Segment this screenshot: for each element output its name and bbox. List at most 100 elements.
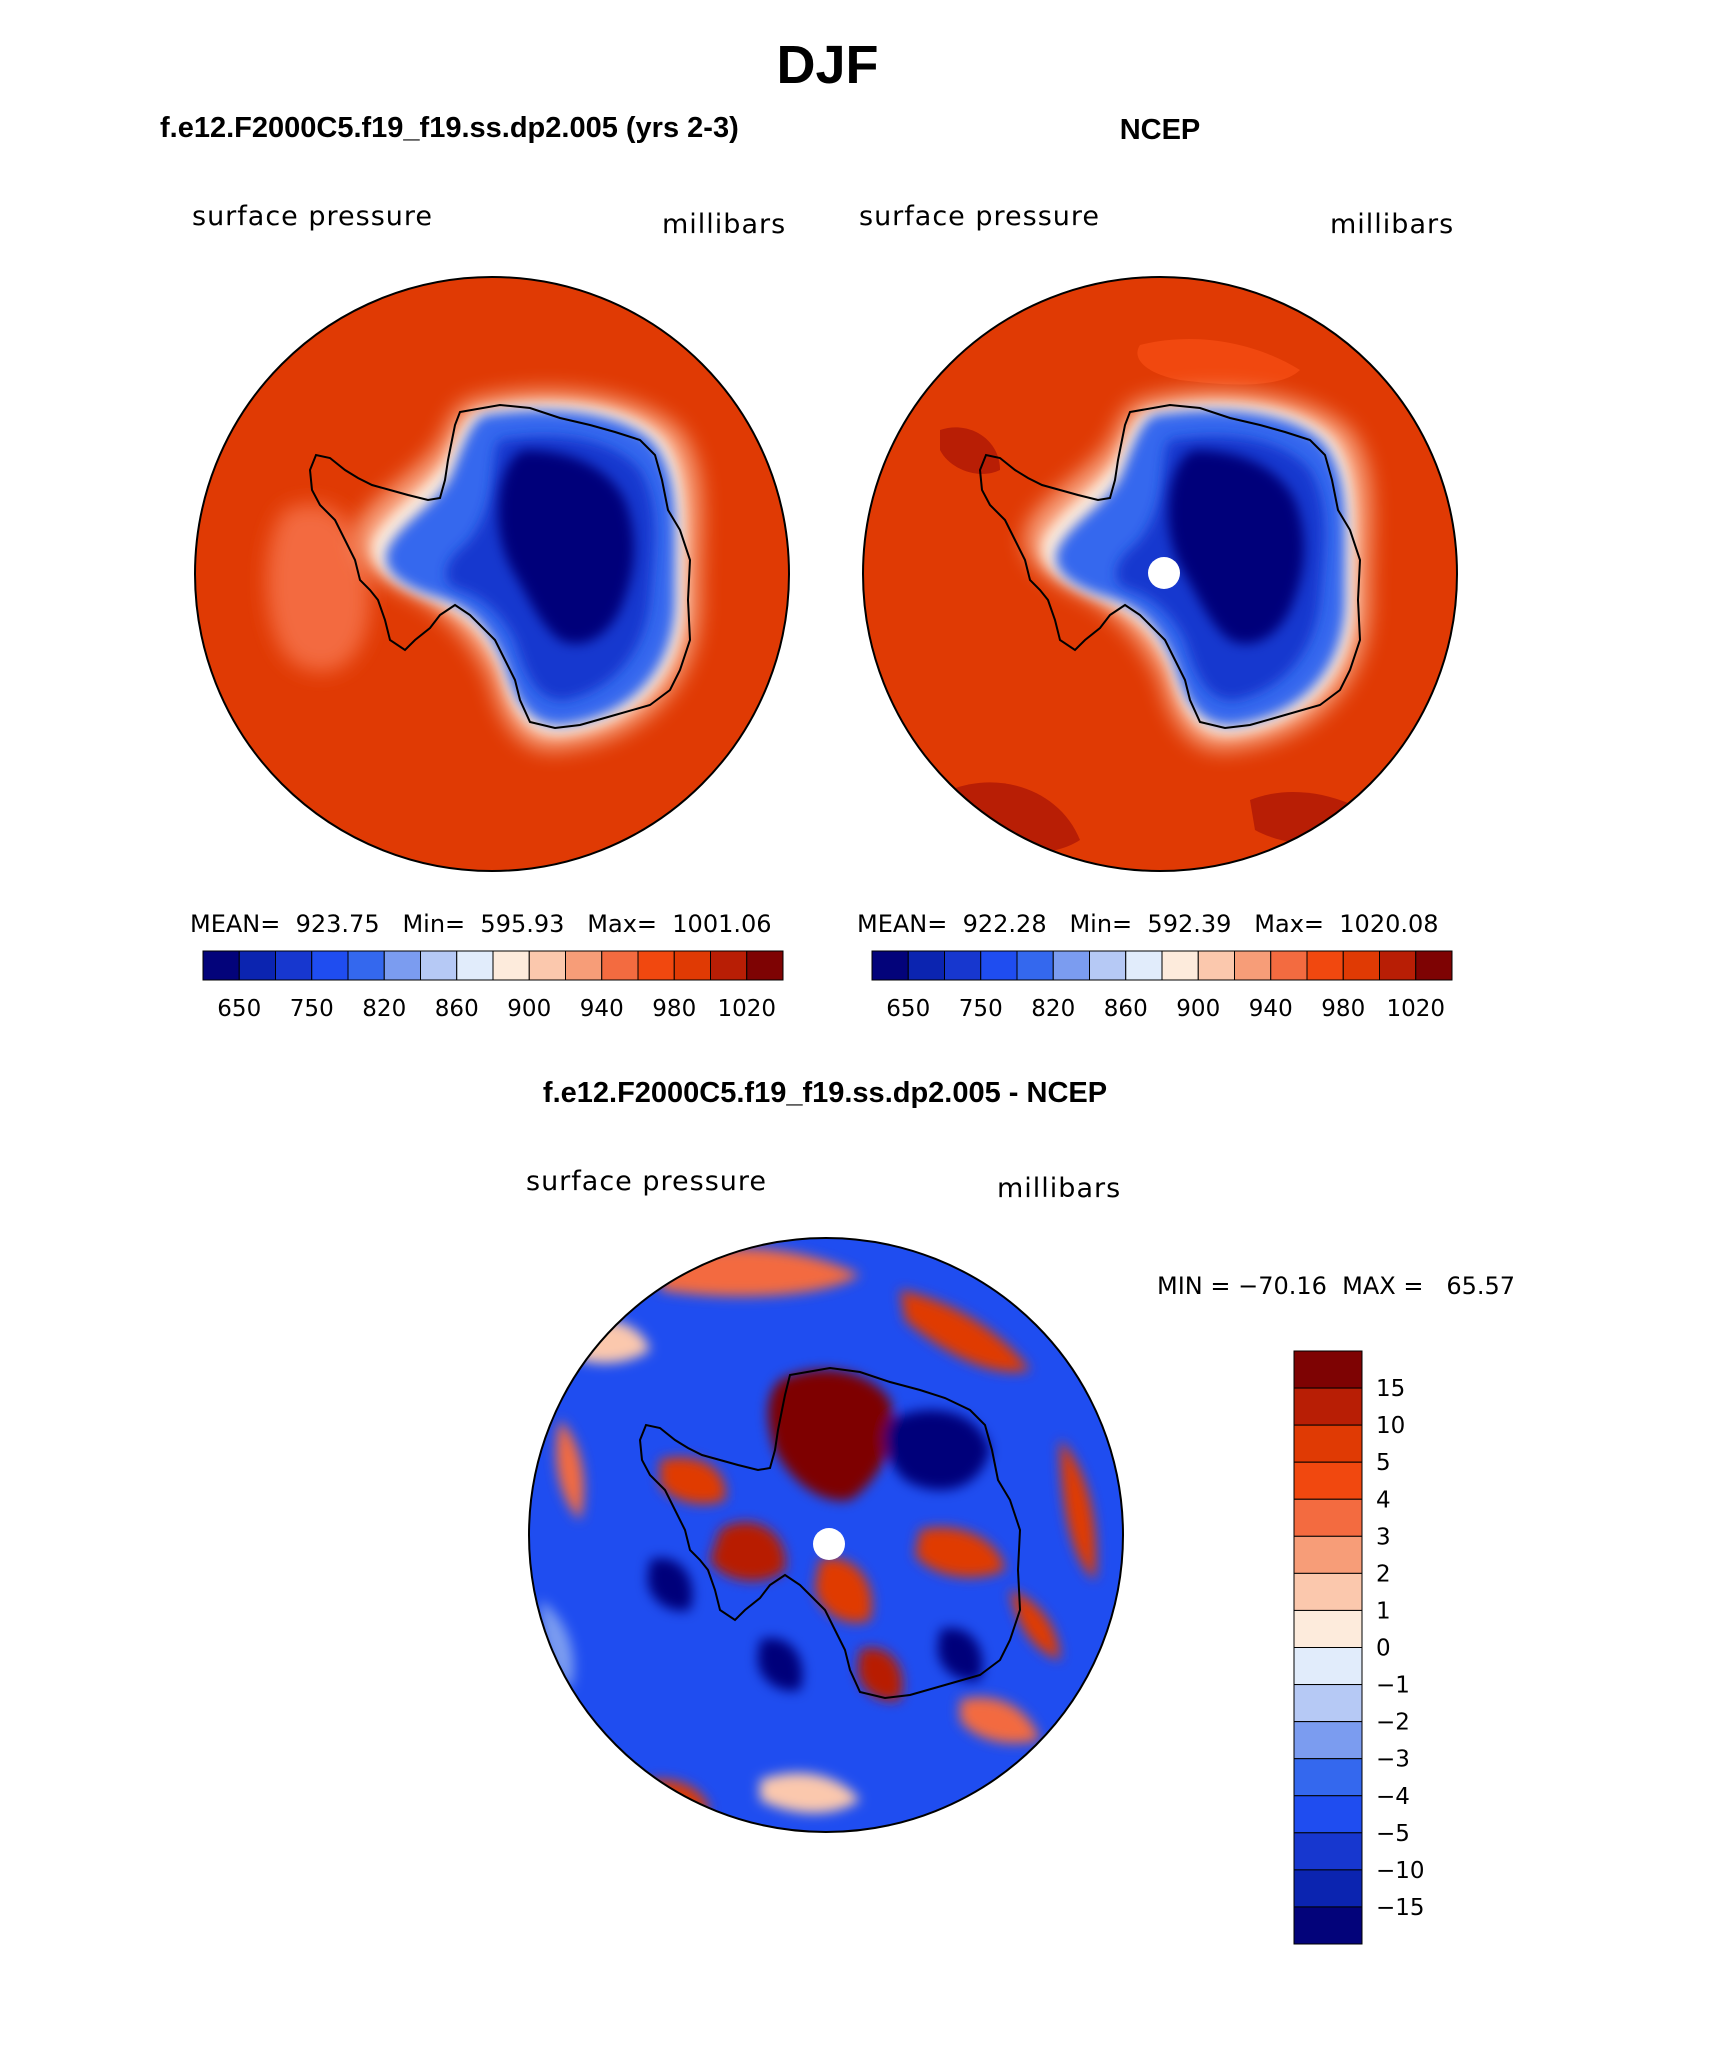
panel-2-colorbar-swatch	[871, 950, 909, 981]
panel-1-colorbar-swatch	[202, 950, 240, 981]
panel-2-ocean-patch-upper	[1137, 339, 1300, 385]
panel-1-colorbar-swatch	[238, 950, 276, 981]
panel-2-map	[863, 277, 1457, 871]
panel-1-colorbar-swatch	[565, 950, 603, 981]
panel-3-colorbar-swatch	[1293, 1684, 1363, 1723]
panel-3-colorbar-swatch	[1293, 1906, 1363, 1945]
panel-2-colorbar-tick-label: 980	[1321, 996, 1365, 1022]
panel-3-colorbar-swatch	[1293, 1647, 1363, 1686]
panel-2-colorbar: 650 750 820 860 900 940 980 1020	[871, 950, 1453, 1022]
panel-2-colorbar-tick-label: 820	[1031, 996, 1075, 1022]
panel-1-colorbar-swatch	[637, 950, 675, 981]
panel-1-units-label: millibars	[662, 209, 787, 240]
panel-2-colorbar-tick-label: 860	[1104, 996, 1148, 1022]
page-title: DJF	[776, 35, 879, 95]
panel-1-colorbar-tick-label: 650	[217, 996, 261, 1022]
panel-2-colorbar-swatch	[1016, 950, 1054, 981]
panel-2-ice-sheet-core	[1168, 450, 1305, 644]
panel-1-colorbar-tick-label: 860	[435, 996, 479, 1022]
panel-3-colorbar-swatch	[1293, 1572, 1363, 1611]
panel-3-colorbar-tick-label: 5	[1376, 1450, 1391, 1476]
panel-3-colorbar-swatch	[1293, 1869, 1363, 1908]
panel-2-colorbar-tick-label: 650	[886, 996, 930, 1022]
panel-2-colorbar-swatch	[1125, 950, 1163, 981]
panel-2-pole-mask	[1148, 557, 1180, 589]
panel-2-units-label: millibars	[1330, 209, 1455, 240]
panel-2-colorbar-swatch	[1052, 950, 1090, 981]
panel-3-colorbar-tick-label: −15	[1376, 1895, 1425, 1921]
panel-2-colorbar-swatch	[1379, 950, 1417, 981]
panel-3-colorbar-tick-label: 1	[1376, 1598, 1391, 1624]
panel-3-colorbar-swatch	[1293, 1461, 1363, 1500]
panel-1-colorbar-swatch	[601, 950, 639, 981]
panel-3-colorbar-swatch	[1293, 1832, 1363, 1871]
panel-1-colorbar-swatch	[275, 950, 313, 981]
panel-2-colorbar-swatch	[1415, 950, 1453, 981]
panel-1-colorbar-tick-label: 1020	[717, 996, 776, 1022]
panel-1-colorbar-swatch	[383, 950, 421, 981]
panel-1-colorbar-swatch	[710, 950, 748, 981]
panel-1-colorbar-tick-label: 750	[290, 996, 334, 1022]
panel-1-colorbar-swatch	[456, 950, 494, 981]
panel-2-ocean-patch-left	[940, 427, 1000, 474]
panel-3-stats: MIN = −70.16 MAX = 65.57	[1157, 1272, 1516, 1300]
panel-3-colorbar-tick-label: −1	[1376, 1673, 1410, 1699]
panel-1-colorbar-tick-label: 820	[362, 996, 406, 1022]
panel-3-colorbar-swatch	[1293, 1758, 1363, 1797]
panel-2-title: NCEP	[1119, 114, 1201, 146]
panel-2-colorbar-swatch	[1197, 950, 1235, 981]
panel-2-map-border	[862, 276, 1458, 872]
panel-3-colorbar-swatch	[1293, 1350, 1363, 1389]
panel-1-colorbar-swatch	[311, 950, 349, 981]
panel-2-colorbar-tick-label: 750	[959, 996, 1003, 1022]
panel-2-colorbar-swatch	[980, 950, 1018, 981]
panel-3-title: f.e12.F2000C5.f19_f19.ss.dp2.005 - NCEP	[542, 1077, 1108, 1109]
panel-2-colorbar-tick-label: 900	[1176, 996, 1220, 1022]
panel-3-interior-pattern	[647, 1369, 1005, 1701]
panel-3-colorbar-tick-label: −2	[1376, 1710, 1410, 1736]
panel-3-pole-mask	[813, 1528, 845, 1560]
panel-1-colorbar-tick-label: 900	[507, 996, 551, 1022]
panel-2-field-label: surface pressure	[859, 201, 1100, 232]
panel-2-colorbar-tick-label: 1020	[1386, 996, 1445, 1022]
panel-1-colorbar-swatch	[528, 950, 566, 981]
panel-2-colorbar-swatch	[944, 950, 982, 981]
panel-3-field-label: surface pressure	[526, 1166, 767, 1197]
panel-3-colorbar-swatch	[1293, 1721, 1363, 1760]
panel-1-ocean-anomaly	[266, 504, 370, 672]
panel-2-colorbar-swatch	[1161, 950, 1199, 981]
panel-1-coastline	[308, 403, 692, 730]
panel-3-colorbar-tick-label: −3	[1376, 1747, 1410, 1773]
panel-1-stats: MEAN= 923.75 Min= 595.93 Max= 1001.06	[190, 910, 772, 938]
panel-3-colorbar-tick-label: 2	[1376, 1561, 1391, 1587]
panel-2-coastline	[978, 403, 1362, 730]
panel-3-colorbar-swatch	[1293, 1535, 1363, 1574]
panel-1-map-border	[194, 276, 790, 872]
panel-3-colorbar-tick-label: −5	[1376, 1821, 1410, 1847]
panel-3-colorbar-tick-label: −10	[1376, 1858, 1425, 1884]
panel-1-colorbar-swatch	[746, 950, 784, 981]
panel-1-map	[195, 277, 789, 871]
panel-1-colorbar-tick-label: 980	[652, 996, 696, 1022]
panel-3-coastline	[638, 1366, 1022, 1700]
panel-2-stats: MEAN= 922.28 Min= 592.39 Max= 1020.08	[857, 910, 1439, 938]
panel-3-colorbar-tick-label: 0	[1376, 1636, 1391, 1662]
panel-1-colorbar-swatch	[347, 950, 385, 981]
panel-2-colorbar-swatch	[1234, 950, 1272, 981]
panel-3-colorbar-swatch	[1293, 1424, 1363, 1463]
panel-3-colorbar-swatch	[1293, 1795, 1363, 1834]
panel-3-map-border	[528, 1237, 1124, 1833]
panel-3-colorbar-swatch	[1293, 1498, 1363, 1537]
panel-1-colorbar-swatch	[492, 950, 530, 981]
panel-1-colorbar: 650 750 820 860 900 940 980 1020	[202, 950, 784, 1022]
panel-3-colorbar-swatch	[1293, 1387, 1363, 1426]
panel-1-ice-sheet-core	[498, 450, 635, 644]
panel-2-colorbar-swatch	[1342, 950, 1380, 981]
panel-3-colorbar-tick-label: 3	[1376, 1524, 1391, 1550]
panel-2-colorbar-swatch	[907, 950, 945, 981]
panel-2-colorbar-swatch	[1089, 950, 1127, 981]
panel-1-field-label: surface pressure	[192, 201, 433, 232]
panel-3-colorbar-tick-label: 4	[1376, 1487, 1391, 1513]
